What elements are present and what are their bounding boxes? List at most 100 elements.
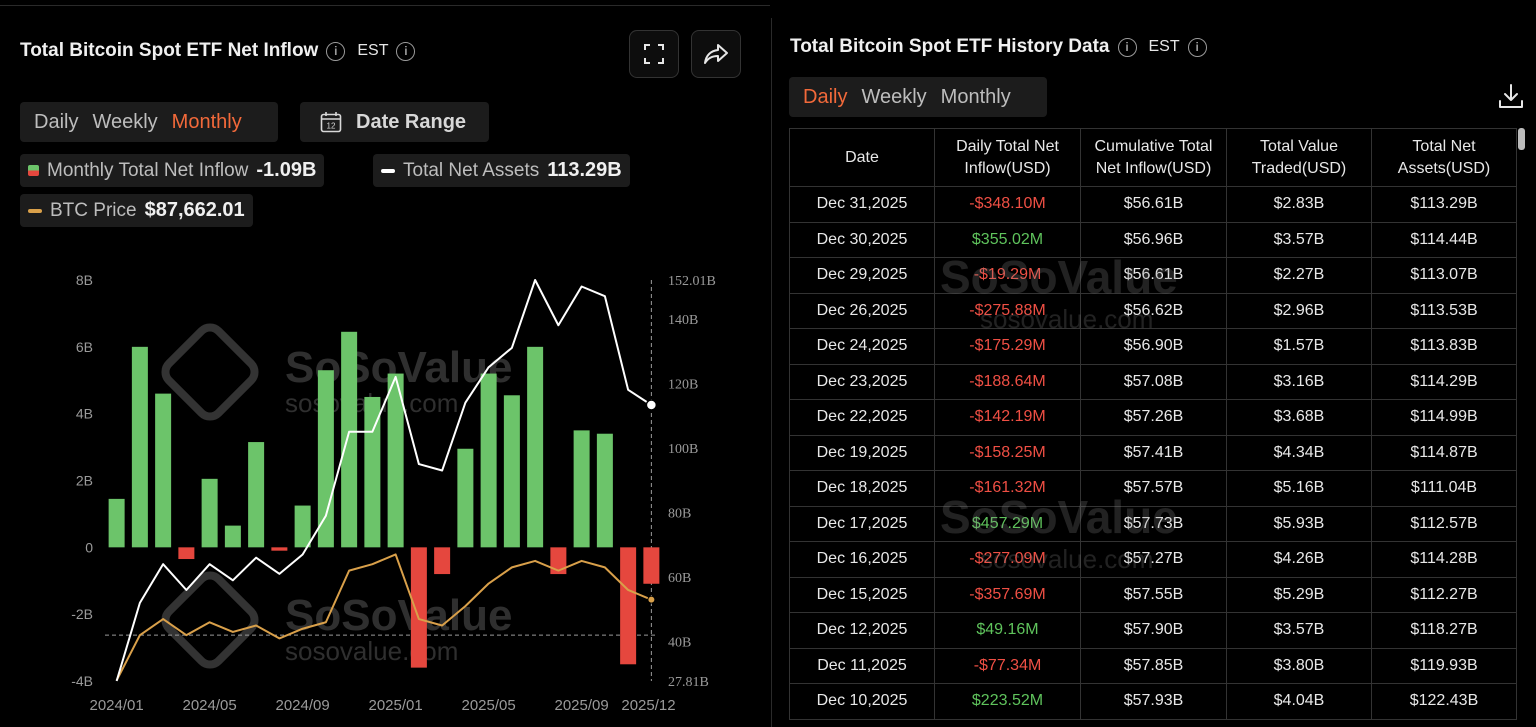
fullscreen-button[interactable]: [629, 30, 679, 78]
left-axis-tick: 6B: [76, 339, 93, 355]
cell-date: Dec 26,2025: [789, 293, 935, 329]
tab-weekly[interactable]: Weekly: [861, 85, 927, 108]
cell-date: Dec 24,2025: [789, 328, 935, 365]
x-axis-tick: 2024/01: [90, 697, 144, 714]
cell-total-net-assets: $113.07B: [1371, 257, 1517, 294]
col-daily-net-inflow[interactable]: Daily Total Net Inflow(USD): [934, 128, 1081, 187]
net-inflow-title: Total Bitcoin Spot ETF Net Inflow: [20, 40, 319, 61]
table-scrollbar[interactable]: [1518, 128, 1525, 150]
date-range-label: Date Range: [356, 110, 467, 133]
cell-daily-net-inflow: -$77.34M: [934, 648, 1081, 684]
inflow-bar: [271, 547, 288, 551]
cell-cumulative-net-inflow: $57.73B: [1080, 506, 1227, 542]
watermark-name: SoSoValue: [285, 591, 512, 640]
cell-total-net-assets: $112.57B: [1371, 506, 1517, 542]
table-row[interactable]: Dec 11,2025 -$77.34M $57.85B $3.80B $119.93B: [789, 648, 1517, 684]
cell-total-value-traded: $2.27B: [1226, 257, 1372, 294]
share-button[interactable]: [691, 30, 741, 78]
cell-cumulative-net-inflow: $56.61B: [1080, 257, 1227, 294]
tab-monthly[interactable]: Monthly: [940, 85, 1011, 108]
inflow-bar: [410, 547, 427, 668]
download-button[interactable]: [1497, 82, 1527, 112]
table-row[interactable]: Dec 19,2025 -$158.25M $57.41B $4.34B $114.87…: [789, 435, 1517, 471]
cell-date: Dec 16,2025: [789, 541, 935, 578]
col-total-net-assets[interactable]: Total Net Assets(USD): [1371, 128, 1517, 187]
col-total-value-traded[interactable]: Total Value Traded(USD): [1226, 128, 1372, 187]
right-axis-tick: 120B: [668, 377, 698, 392]
table-row[interactable]: Dec 23,2025 -$188.64M $57.08B $3.16B $114.29…: [789, 364, 1517, 400]
fullscreen-icon: [644, 44, 664, 64]
cell-daily-net-inflow: -$348.10M: [934, 186, 1081, 223]
col-cumulative-net-inflow[interactable]: Cumulative Total Net Inflow(USD): [1080, 128, 1227, 187]
top-divider: [0, 5, 770, 6]
history-table-wrap: Date Daily Total Net Inflow(USD) Cumulat…: [789, 128, 1520, 720]
cell-cumulative-net-inflow: $57.85B: [1080, 648, 1227, 684]
x-axis-tick: 2025/12: [621, 697, 675, 714]
cell-date: Dec 30,2025: [789, 222, 935, 258]
cell-daily-net-inflow: -$19.29M: [934, 257, 1081, 294]
col-date[interactable]: Date: [789, 128, 935, 187]
table-row[interactable]: Dec 15,2025 -$357.69M $57.55B $5.29B $112.27…: [789, 577, 1517, 613]
legend-inflow[interactable]: Monthly Total Net Inflow -1.09B: [20, 154, 325, 187]
cell-total-value-traded: $3.16B: [1226, 364, 1372, 400]
net-assets-legend-value: 113.29B: [547, 159, 622, 181]
cell-daily-net-inflow: -$357.69M: [934, 577, 1081, 613]
cell-total-value-traded: $5.29B: [1226, 577, 1372, 613]
table-row[interactable]: Dec 31,2025 -$348.10M $56.61B $2.83B $113.29…: [789, 186, 1517, 223]
left-axis-tick: -2B: [71, 606, 93, 622]
cell-date: Dec 31,2025: [789, 186, 935, 223]
table-row[interactable]: Dec 17,2025 $457.29M $57.73B $5.93B $112.57B: [789, 506, 1517, 542]
cell-cumulative-net-inflow: $57.26B: [1080, 399, 1227, 436]
timezone-info-icon[interactable]: i: [1187, 37, 1207, 57]
x-axis-tick: 2024/09: [276, 697, 330, 714]
cell-daily-net-inflow: -$275.88M: [934, 293, 1081, 329]
cell-total-net-assets: $114.28B: [1371, 541, 1517, 578]
left-axis-tick: 8B: [76, 272, 93, 288]
table-row[interactable]: Dec 18,2025 -$161.32M $57.57B $5.16B $111.04…: [789, 470, 1517, 507]
cell-date: Dec 17,2025: [789, 506, 935, 542]
date-range-button[interactable]: 12 Date Range: [300, 102, 489, 142]
inflow-bar: [573, 430, 590, 548]
table-row[interactable]: Dec 22,2025 -$142.19M $57.26B $3.68B $114.99…: [789, 399, 1517, 436]
tab-monthly[interactable]: Monthly: [171, 110, 242, 133]
cell-total-net-assets: $112.27B: [1371, 577, 1517, 613]
info-icon[interactable]: i: [326, 41, 346, 61]
net-inflow-panel: Total Bitcoin Spot ETF Net Inflow i EST …: [20, 30, 741, 714]
inflow-bar: [434, 547, 451, 575]
tab-daily[interactable]: Daily: [34, 110, 79, 133]
table-row[interactable]: Dec 24,2025 -$175.29M $56.90B $1.57B $113.83…: [789, 328, 1517, 365]
watermark-url: sosovalue.com: [285, 636, 458, 666]
inflow-bar: [341, 331, 358, 548]
btc-price-legend-value: $87,662.01: [144, 199, 245, 221]
table-row[interactable]: Dec 26,2025 -$275.88M $56.62B $2.96B $113.53…: [789, 293, 1517, 329]
legend-btc-price[interactable]: BTC Price $87,662.01: [20, 194, 253, 227]
panel-divider: [771, 18, 772, 727]
history-table-body: Dec 31,2025 -$348.10M $56.61B $2.83B $113.29…: [789, 186, 1517, 720]
calendar-day: 12: [327, 122, 336, 131]
cell-cumulative-net-inflow: $57.08B: [1080, 364, 1227, 400]
cell-total-value-traded: $2.96B: [1226, 293, 1372, 329]
table-row[interactable]: Dec 29,2025 -$19.29M $56.61B $2.27B $113.07B: [789, 257, 1517, 294]
inflow-bar: [224, 525, 241, 548]
table-row[interactable]: Dec 10,2025 $223.52M $57.93B $4.04B $122.43B: [789, 683, 1517, 720]
tab-weekly[interactable]: Weekly: [92, 110, 158, 133]
x-axis-tick: 2025/09: [555, 697, 609, 714]
table-row[interactable]: Dec 12,2025 $49.16M $57.90B $3.57B $118.27B: [789, 612, 1517, 649]
legend-net-assets[interactable]: Total Net Assets 113.29B: [373, 154, 630, 187]
table-row[interactable]: Dec 16,2025 -$277.09M $57.27B $4.26B $114.28…: [789, 541, 1517, 578]
inflow-legend-value: -1.09B: [256, 159, 317, 181]
inflow-bar: [294, 505, 311, 548]
net-assets-marker: [645, 399, 658, 411]
timezone-info-icon[interactable]: i: [396, 41, 416, 61]
right-axis-tick: 60B: [668, 571, 691, 586]
calendar-icon: 12: [320, 112, 342, 133]
table-row[interactable]: Dec 30,2025 $355.02M $56.96B $3.57B $114.44B: [789, 222, 1517, 258]
tab-daily[interactable]: Daily: [803, 85, 848, 108]
cell-date: Dec 22,2025: [789, 399, 935, 436]
cell-total-value-traded: $1.57B: [1226, 328, 1372, 365]
right-axis-tick: 100B: [668, 442, 698, 457]
cell-total-net-assets: $118.27B: [1371, 612, 1517, 649]
net-inflow-title-row: Total Bitcoin Spot ETF Net Inflow i EST …: [20, 40, 416, 62]
info-icon[interactable]: i: [1117, 37, 1137, 57]
right-axis-tick: 27.81B: [668, 675, 709, 690]
